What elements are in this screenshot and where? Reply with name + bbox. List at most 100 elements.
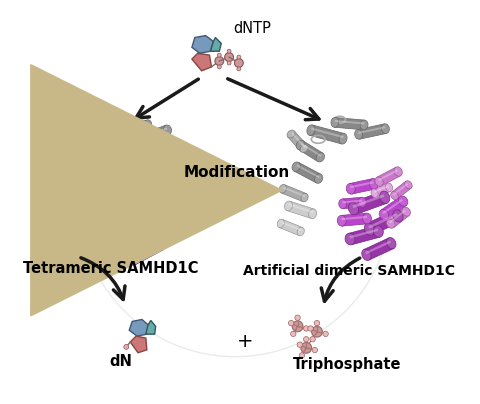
- Polygon shape: [342, 200, 362, 203]
- Polygon shape: [132, 242, 159, 258]
- Polygon shape: [374, 185, 389, 193]
- Ellipse shape: [132, 223, 143, 235]
- Polygon shape: [46, 224, 72, 240]
- Ellipse shape: [115, 120, 122, 130]
- Polygon shape: [123, 175, 151, 191]
- Ellipse shape: [169, 219, 178, 228]
- Polygon shape: [116, 197, 139, 209]
- Circle shape: [308, 326, 313, 331]
- Ellipse shape: [285, 201, 292, 211]
- Text: dNTP: dNTP: [233, 21, 271, 36]
- Ellipse shape: [391, 191, 398, 200]
- Polygon shape: [378, 169, 398, 181]
- Ellipse shape: [149, 191, 159, 204]
- Polygon shape: [124, 178, 149, 185]
- Polygon shape: [310, 125, 345, 144]
- Polygon shape: [95, 233, 117, 237]
- Polygon shape: [335, 118, 364, 130]
- Ellipse shape: [307, 125, 315, 135]
- Ellipse shape: [96, 210, 104, 221]
- Ellipse shape: [47, 129, 55, 136]
- Polygon shape: [154, 221, 173, 235]
- Ellipse shape: [59, 146, 67, 154]
- Polygon shape: [192, 53, 212, 71]
- Polygon shape: [352, 194, 384, 208]
- Ellipse shape: [301, 193, 308, 202]
- Polygon shape: [349, 179, 375, 194]
- Polygon shape: [140, 183, 160, 198]
- Text: Tetrameric SAMHD1C: Tetrameric SAMHD1C: [23, 261, 198, 276]
- Polygon shape: [335, 120, 364, 124]
- Ellipse shape: [168, 195, 178, 205]
- Polygon shape: [76, 238, 100, 246]
- Polygon shape: [389, 210, 406, 223]
- Ellipse shape: [38, 175, 46, 184]
- Polygon shape: [388, 208, 409, 227]
- Text: +: +: [237, 332, 253, 351]
- Polygon shape: [358, 126, 385, 134]
- Polygon shape: [349, 229, 378, 238]
- Ellipse shape: [292, 162, 300, 171]
- Ellipse shape: [119, 118, 127, 128]
- Ellipse shape: [173, 167, 181, 176]
- Polygon shape: [57, 139, 81, 163]
- Ellipse shape: [362, 249, 371, 261]
- Ellipse shape: [123, 213, 132, 223]
- Ellipse shape: [147, 208, 156, 219]
- Ellipse shape: [132, 245, 141, 255]
- Ellipse shape: [394, 167, 402, 176]
- Polygon shape: [39, 176, 64, 195]
- Polygon shape: [283, 187, 305, 197]
- Ellipse shape: [379, 210, 389, 220]
- Circle shape: [314, 320, 320, 326]
- Polygon shape: [144, 154, 169, 174]
- Ellipse shape: [46, 191, 54, 200]
- Circle shape: [237, 67, 241, 71]
- Polygon shape: [288, 131, 307, 152]
- Ellipse shape: [355, 130, 362, 139]
- Polygon shape: [57, 243, 80, 255]
- Polygon shape: [393, 183, 408, 195]
- Ellipse shape: [346, 183, 355, 194]
- Ellipse shape: [337, 215, 346, 226]
- Polygon shape: [160, 170, 177, 183]
- Ellipse shape: [70, 200, 78, 209]
- Polygon shape: [100, 213, 128, 217]
- Ellipse shape: [73, 155, 82, 164]
- Polygon shape: [85, 219, 111, 223]
- Polygon shape: [47, 130, 67, 153]
- Polygon shape: [300, 143, 322, 157]
- Ellipse shape: [163, 210, 173, 223]
- Ellipse shape: [107, 143, 115, 152]
- Circle shape: [295, 315, 300, 320]
- Ellipse shape: [141, 181, 148, 189]
- Ellipse shape: [113, 234, 123, 245]
- Polygon shape: [125, 183, 144, 189]
- Polygon shape: [124, 181, 146, 194]
- Ellipse shape: [164, 125, 172, 135]
- Ellipse shape: [348, 202, 359, 215]
- Polygon shape: [93, 112, 123, 122]
- Ellipse shape: [72, 238, 80, 246]
- Polygon shape: [119, 191, 156, 215]
- Circle shape: [227, 61, 231, 65]
- Polygon shape: [109, 247, 137, 253]
- Ellipse shape: [67, 116, 75, 126]
- Polygon shape: [72, 252, 91, 260]
- Polygon shape: [150, 198, 173, 213]
- Ellipse shape: [138, 190, 145, 198]
- Circle shape: [217, 65, 221, 69]
- Ellipse shape: [145, 175, 154, 186]
- Circle shape: [290, 331, 296, 337]
- Polygon shape: [51, 131, 65, 150]
- Polygon shape: [298, 141, 323, 162]
- Ellipse shape: [59, 187, 66, 196]
- Ellipse shape: [81, 217, 89, 226]
- Ellipse shape: [314, 174, 323, 183]
- Ellipse shape: [68, 252, 75, 260]
- Polygon shape: [281, 185, 306, 202]
- Polygon shape: [373, 183, 391, 197]
- Polygon shape: [48, 191, 75, 209]
- Ellipse shape: [297, 227, 304, 236]
- Polygon shape: [110, 143, 136, 147]
